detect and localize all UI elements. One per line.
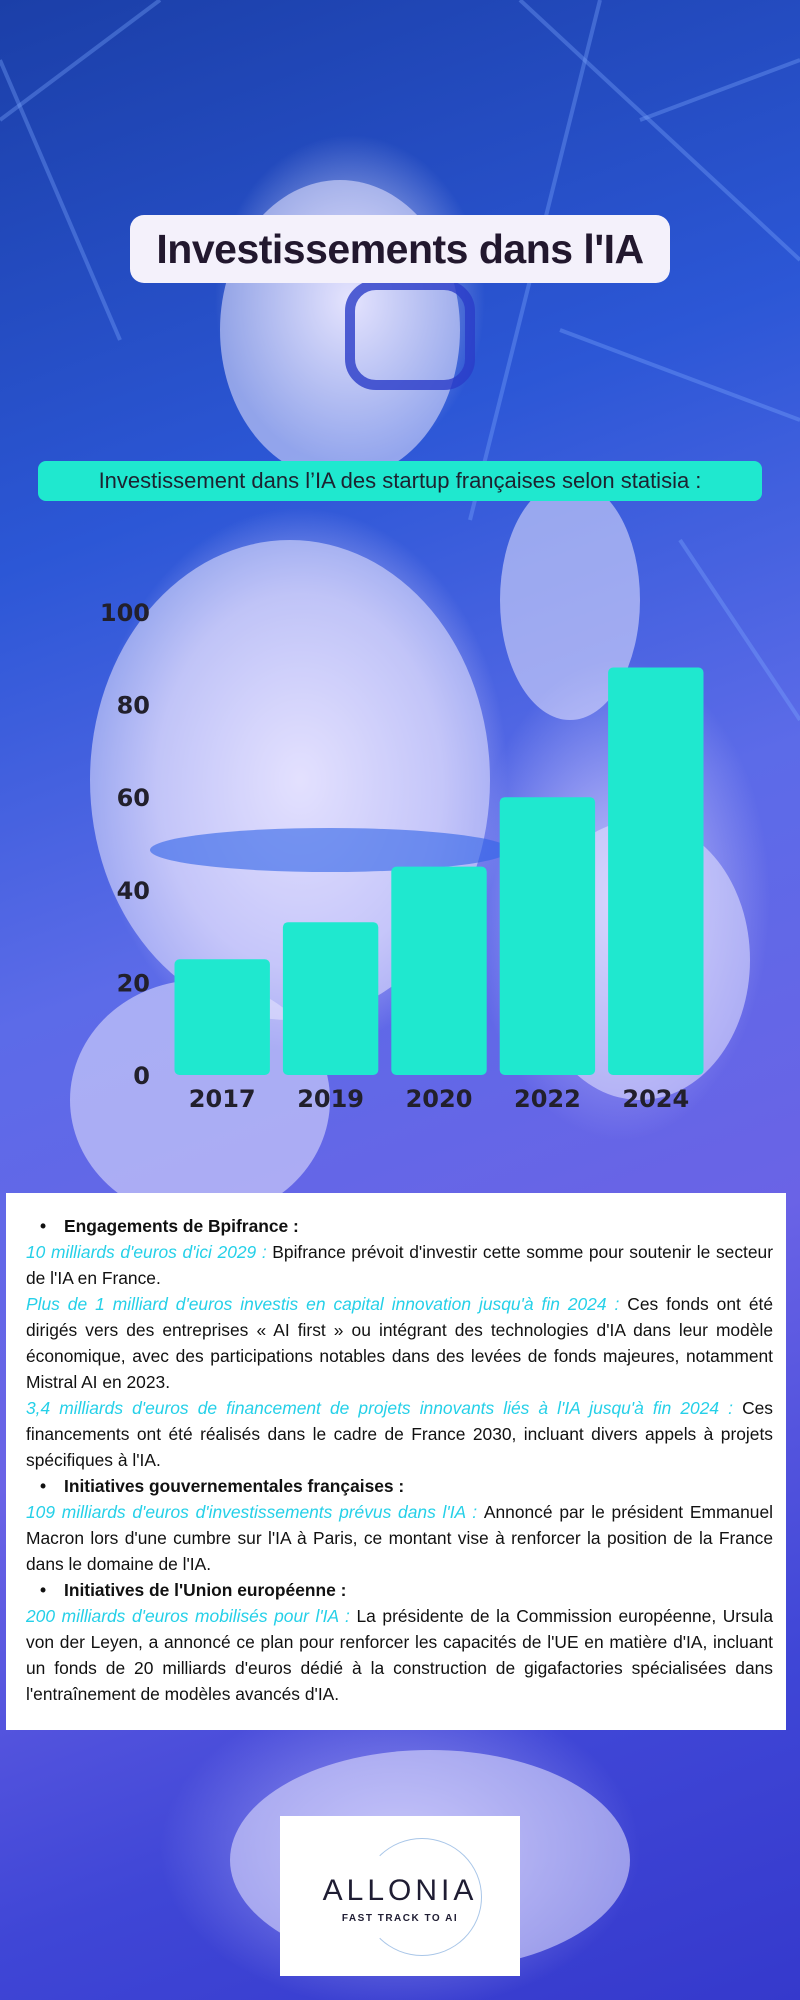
paragraph: 200 milliards d'euros mobilisés pour l'I… xyxy=(26,1606,773,1704)
paragraph: 109 milliards d'euros d'investissements … xyxy=(26,1502,773,1574)
section-heading: • Initiatives de l'Union européenne : xyxy=(40,1580,347,1600)
x-axis-ticks: 2017 2019 2020 2022 2024 xyxy=(189,1085,689,1113)
bar-2019 xyxy=(282,922,379,1075)
bars xyxy=(174,667,704,1075)
y-axis-ticks: 0 20 40 60 80 100 xyxy=(100,599,150,1090)
chart-title: Investissement dans l’IA des startup fra… xyxy=(38,461,762,501)
info-text-box: • Engagements de Bpifrance : 10 milliards… xyxy=(6,1193,786,1730)
bar-2024 xyxy=(608,667,704,1075)
x-tick-label: 2024 xyxy=(622,1085,689,1113)
paragraph: 10 milliards d'euros d'ici 2029 : Bpifra… xyxy=(26,1242,773,1288)
y-tick-label: 100 xyxy=(100,599,150,627)
section-heading: • Engagements de Bpifrance : xyxy=(40,1216,299,1236)
bar-2017 xyxy=(174,959,270,1075)
paragraph: 3,4 milliards d'euros de financement de … xyxy=(26,1398,773,1470)
paragraph: Plus de 1 milliard d'euros investis en c… xyxy=(26,1294,773,1392)
section-heading: • Initiatives gouvernementales françaises… xyxy=(40,1476,405,1496)
page-title-box: Investissements dans l'IA xyxy=(130,215,670,283)
y-tick-label: 80 xyxy=(117,692,150,720)
x-tick-label: 2019 xyxy=(297,1085,364,1113)
bar-chart: 0 20 40 60 80 100 2017 2019 2020 2022 2024 xyxy=(100,599,704,1113)
y-tick-label: 40 xyxy=(117,877,150,905)
bar-2022 xyxy=(499,797,596,1075)
bar-2020 xyxy=(391,866,487,1075)
x-tick-label: 2020 xyxy=(406,1085,473,1113)
y-tick-label: 0 xyxy=(133,1062,150,1090)
x-tick-label: 2017 xyxy=(189,1085,256,1113)
logo-tagline: FAST TRACK TO AI xyxy=(341,1913,459,1924)
x-tick-label: 2022 xyxy=(514,1085,581,1113)
page-title: Investissements dans l'IA xyxy=(156,225,644,272)
y-tick-label: 60 xyxy=(117,784,150,812)
logo-name: ALLONIA xyxy=(322,1874,478,1907)
y-tick-label: 20 xyxy=(117,969,150,997)
logo-ring-icon xyxy=(362,1838,482,1956)
logo: ALLONIA FAST TRACK TO AI xyxy=(280,1816,520,1976)
